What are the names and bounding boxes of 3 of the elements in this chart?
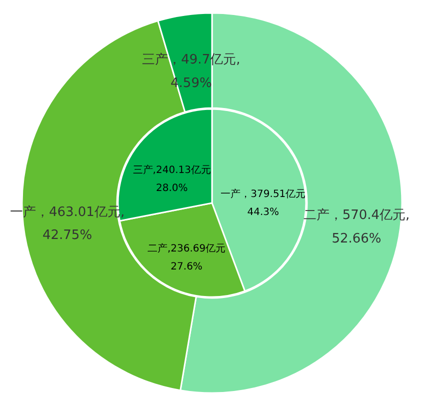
slice-label: 一产，379.51亿元 44.3% [220,188,306,218]
slice-label: 二产,236.69亿元 27.6% [147,242,226,272]
slice-label: 三产,240.13亿元 28.0% [132,164,211,194]
